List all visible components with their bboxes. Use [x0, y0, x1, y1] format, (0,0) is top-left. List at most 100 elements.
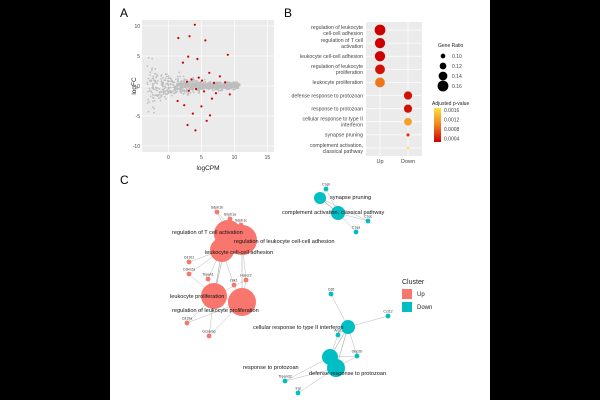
ma-plot-y-tick-label: -10: [133, 144, 140, 150]
ma-plot-background-gene-point: [150, 79, 152, 82]
ma-plot-background-gene-point: [208, 85, 211, 87]
dot-plot-term-label: synapse pruning: [325, 133, 363, 139]
network-term-label: leukocyte cell-cell adhesion: [205, 250, 273, 256]
ma-plot-background-gene-point: [173, 81, 176, 84]
ma-plot-background-gene-point: [160, 91, 163, 93]
dot-plot-dot: [403, 91, 413, 100]
ma-plot-background-gene-point: [192, 91, 195, 94]
ma-plot-background-gene-point: [238, 84, 241, 87]
gene-ratio-legend: Gene Ratio 0.10 0.12 0.14 0.16: [437, 43, 464, 92]
ma-plot-background-gene-point: [171, 83, 174, 86]
network-gene-node: [354, 353, 360, 359]
ma-plot-background-gene-point: [167, 90, 170, 93]
network-gene-node: [205, 276, 211, 282]
ma-plot-background-gene-point: [146, 102, 149, 104]
ma-plot-background-gene-point: [175, 78, 177, 81]
ma-plot-background-gene-point: [229, 84, 232, 87]
ma-plot-background-gene-point: [189, 91, 192, 94]
ma-plot-background-gene-point: [156, 89, 158, 92]
ma-plot-background-gene-point: [151, 93, 154, 96]
ma-plot-background-gene-point: [175, 85, 177, 88]
ma-plot-significant-gene-point: [190, 78, 193, 81]
ma-plot-significant-gene-point: [191, 112, 194, 115]
ma-plot-background-gene-point: [229, 82, 232, 85]
p-value-legend-title: Adjusted p-value: [432, 101, 469, 107]
ma-plot-background-gene-point: [187, 93, 190, 96]
ma-plot-background-gene-point: [185, 88, 188, 90]
network-term-node: [227, 225, 257, 255]
ma-plot-background-gene-point: [147, 98, 149, 101]
ma-plot-background-gene-point: [169, 80, 171, 82]
network-gene-node: [385, 313, 391, 319]
ma-plot-y-tick-label: 5: [137, 54, 140, 60]
ma-plot-background-gene-point: [182, 89, 185, 92]
gene-ratio-legend-title: Gene Ratio: [438, 43, 464, 49]
ma-plot-background-gene-point: [153, 82, 156, 85]
ma-plot-significant-gene-point: [202, 90, 206, 93]
gene-ratio-legend-label: 0.10: [452, 54, 462, 60]
network-gene-node: [365, 218, 371, 224]
ma-plot-background-gene-point: [189, 87, 191, 90]
ma-plot-background-gene-point: [188, 82, 191, 85]
network-term-label: regulation of leukocyte proliferation: [172, 308, 259, 314]
ma-plot-background-gene-point: [219, 83, 222, 86]
gene-ratio-legend-dot: [437, 80, 449, 92]
ma-plot-background-gene-point: [146, 81, 149, 84]
ma-plot-background-gene-point: [150, 90, 153, 93]
ma-plot-background-gene-point: [167, 87, 170, 90]
dot-plot-background: [366, 22, 422, 156]
ma-plot-background-gene-point: [165, 82, 168, 85]
ma-plot-background-gene-point: [197, 83, 199, 86]
network-gene-label: Ccl12: [383, 310, 392, 314]
ma-plot-background-gene-point: [172, 86, 175, 89]
ma-plot-background-gene-point: [226, 86, 229, 89]
dot-plot-term-label: cellular response to type II interferon: [302, 117, 363, 129]
ma-plot-background-gene-point: [192, 87, 195, 90]
dot-plot-term-labels: regulation of leukocyte cell-cell adhesio…: [291, 25, 363, 155]
network-gene-node: [184, 320, 190, 326]
dot-plot-dot: [406, 133, 410, 137]
ma-plot-background-gene-point: [151, 86, 154, 89]
ma-plot-background-gene-point: [163, 79, 166, 82]
ma-plot-background-gene-point: [156, 94, 159, 97]
cluster-legend-swatch: [402, 302, 412, 312]
ma-plot-background-gene-point: [213, 86, 216, 89]
ma-plot-background-gene-point: [196, 81, 199, 83]
ma-plot-background-gene-point: [152, 75, 155, 78]
ma-plot-background-gene-point: [221, 85, 224, 88]
ma-plot-background-gene-point: [151, 77, 154, 80]
ma-plot-background-gene-point: [223, 83, 226, 86]
ma-plot-background-gene-point: [160, 95, 163, 98]
network-gene-node: [186, 259, 192, 265]
ma-plot-background-gene-point: [172, 90, 175, 93]
ma-plot-background-gene-point: [164, 87, 167, 89]
ma-plot-background-gene-point: [158, 87, 161, 90]
ma-plot-background-gene-point: [182, 75, 185, 78]
p-value-legend-label: 0.0012: [444, 117, 460, 123]
ma-plot-background-gene-point: [180, 85, 183, 88]
p-value-legend-label: 0.0004: [444, 136, 460, 142]
network-term-label: cellular response to type II interferon: [253, 325, 343, 331]
network-gene-label: Tspan32: [278, 375, 292, 379]
ma-plot-background-gene-point: [180, 81, 183, 84]
ma-plot-significant-gene-point: [208, 114, 212, 117]
ma-plot-background-gene-point: [183, 85, 186, 88]
ma-plot-background-gene-point: [212, 85, 214, 87]
network-gene-label: Sirpb1a: [224, 213, 236, 217]
ma-plot-background-gene-point: [178, 71, 181, 74]
network-gene-node: [335, 332, 341, 338]
ma-plot-background-gene-point: [197, 86, 200, 89]
ma-plot-background-gene-point: [185, 78, 187, 81]
network-gene-label: C1qc: [364, 215, 373, 219]
ma-plot-background-gene-point: [164, 85, 166, 87]
network-gene-label: Sdpb1b: [211, 206, 223, 210]
ma-plot-significant-gene-point: [226, 53, 229, 56]
ma-plot-background-gene-point: [218, 90, 220, 92]
ma-plot-x-axis-label: logCPM: [196, 165, 219, 172]
ma-plot-background-gene-point: [158, 93, 161, 96]
ma-plot-background-gene-point: [167, 81, 169, 83]
gene-ratio-legend-label: 0.16: [452, 84, 462, 90]
ma-plot-significant-gene-point: [193, 23, 196, 26]
ma-plot-background-gene-point: [175, 90, 177, 92]
